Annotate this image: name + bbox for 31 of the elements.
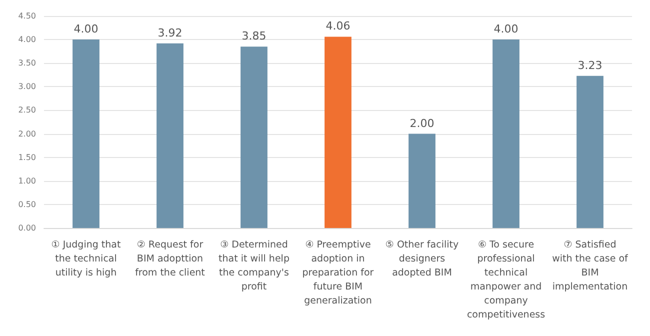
data-label: 3.85 — [242, 30, 266, 43]
bar — [156, 43, 184, 228]
y-tick-label: 0.00 — [18, 224, 36, 232]
y-tick-label: 0.50 — [18, 200, 36, 209]
y-tick-label: 4.00 — [18, 35, 36, 44]
bar — [324, 36, 352, 228]
data-label: 2.00 — [410, 116, 434, 130]
data-label: 4.00 — [494, 22, 518, 36]
data-label: 4.00 — [74, 22, 98, 36]
y-tick-label: 3.00 — [18, 82, 36, 92]
bar — [240, 46, 268, 228]
data-label: 3.23 — [578, 58, 602, 72]
data-label: 3.92 — [158, 26, 182, 40]
x-tick-label: ⑥ To secure professional technical manpower and company competitiveness — [466, 240, 546, 320]
y-tick-label: 1.00 — [18, 176, 36, 186]
y-tick-label: 2.50 — [18, 106, 36, 115]
y-tick-label: 3.50 — [18, 58, 36, 68]
x-tick-label: ⑦ Satisfied with the case of BIM implementation — [552, 240, 629, 292]
x-tick-label: ① Judging that the technical utility is high — [51, 240, 121, 278]
bar — [72, 40, 100, 228]
x-tick-label: ⑤ Other facility designers adopted BIM — [385, 240, 459, 278]
x-tick-label: ③ Determined that it will help the company's profit — [218, 240, 290, 292]
bar — [408, 134, 436, 228]
y-tick-label: 1.50 — [18, 152, 36, 162]
x-tick-label: ② Request for BIM adopttion from the client — [135, 240, 206, 278]
y-tick-label: 2.00 — [18, 129, 36, 138]
bar — [492, 40, 520, 228]
x-tick-label: ④ Preemptive adoption in preparation for future BIM generalization — [302, 240, 374, 306]
data-label: 4.06 — [326, 20, 350, 33]
bar — [576, 76, 604, 228]
y-tick-label: 4.50 — [18, 12, 36, 20]
